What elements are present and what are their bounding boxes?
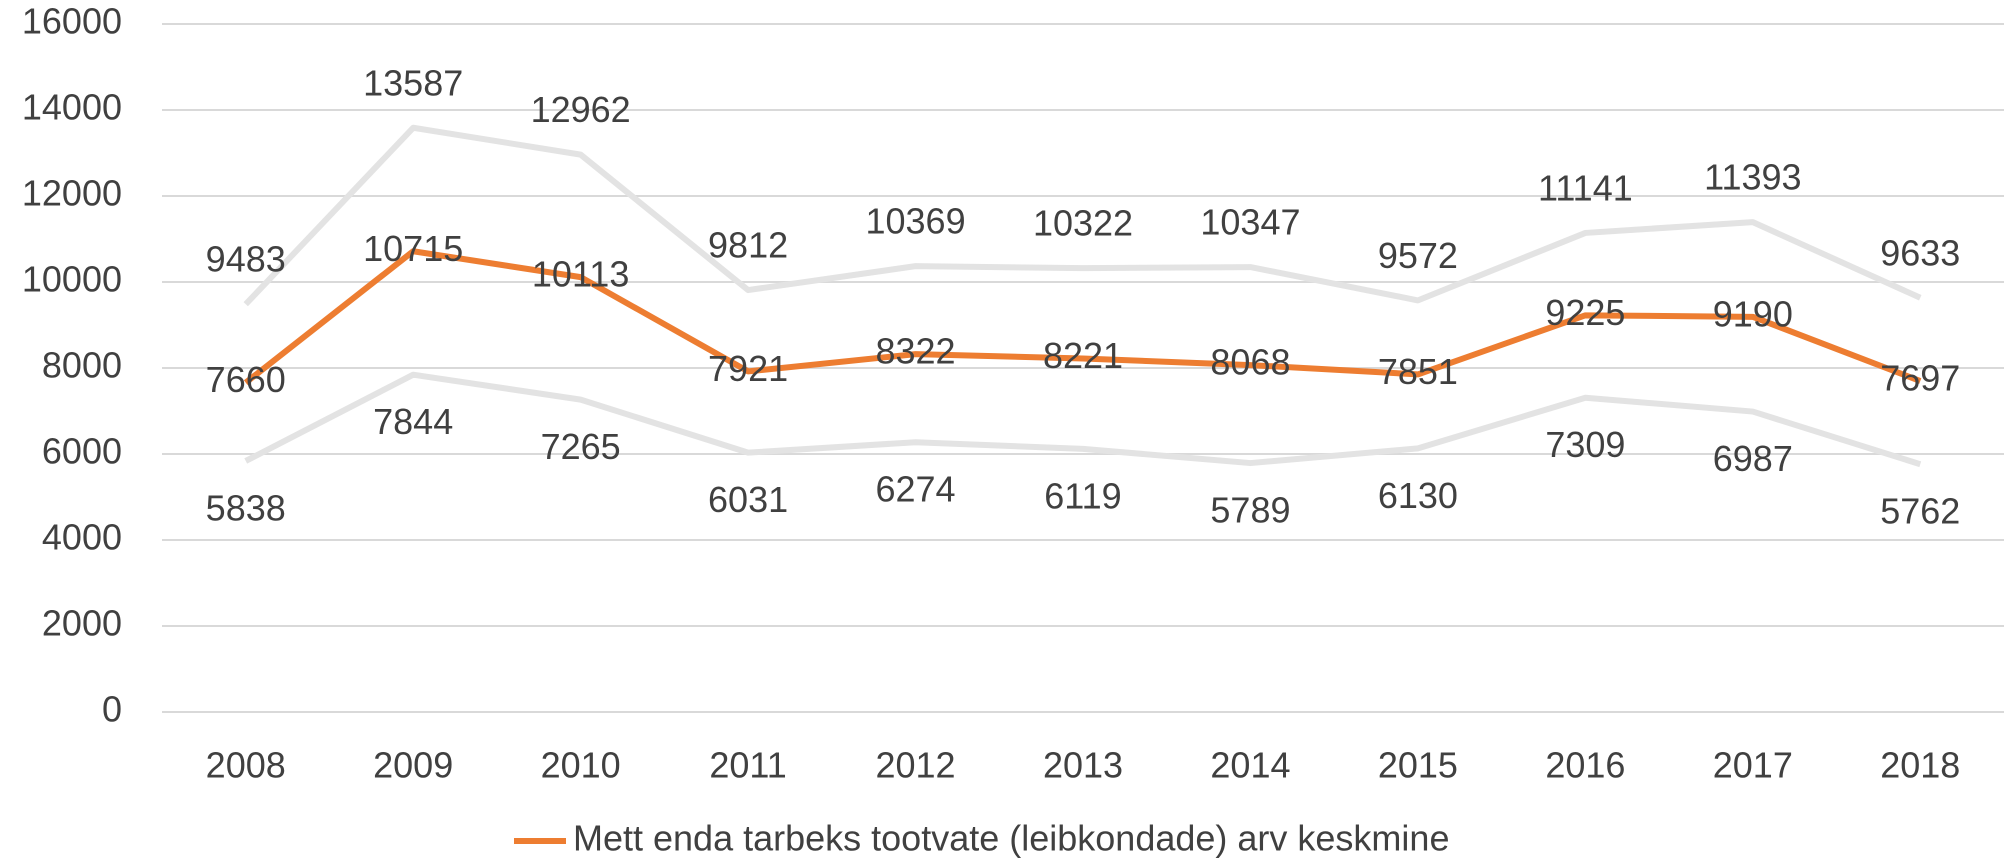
data-label: 7921 xyxy=(708,348,788,389)
data-label: 6274 xyxy=(875,469,955,510)
data-label: 5762 xyxy=(1880,491,1960,532)
data-label: 5789 xyxy=(1210,490,1290,531)
series-line xyxy=(243,248,1922,385)
data-label: 9483 xyxy=(206,239,286,280)
data-label: 6987 xyxy=(1713,438,1793,479)
data-label: 8322 xyxy=(875,331,955,372)
data-label: 9225 xyxy=(1545,292,1625,333)
data-label: 8221 xyxy=(1043,335,1123,376)
data-label: 8068 xyxy=(1210,342,1290,383)
y-tick-label: 14000 xyxy=(22,87,122,128)
data-label: 7265 xyxy=(541,426,621,467)
data-label: 10347 xyxy=(1200,202,1300,243)
x-tick-label: 2018 xyxy=(1880,745,1960,786)
legend-label: Mett enda tarbeks tootvate (leibkondade)… xyxy=(573,818,1449,859)
data-label: 5838 xyxy=(206,487,286,528)
x-tick-label: 2012 xyxy=(875,745,955,786)
data-label: 9190 xyxy=(1713,293,1793,334)
series-line xyxy=(243,124,1922,307)
data-label: 11393 xyxy=(1704,157,1801,198)
x-tick-label: 2016 xyxy=(1545,745,1625,786)
y-tick-label: 12000 xyxy=(22,173,122,214)
data-label: 6130 xyxy=(1378,475,1458,516)
y-tick-label: 6000 xyxy=(42,431,122,472)
x-tick-label: 2015 xyxy=(1378,745,1458,786)
x-tick-label: 2009 xyxy=(373,745,453,786)
y-tick-label: 16000 xyxy=(22,1,122,42)
data-label: 7851 xyxy=(1378,351,1458,392)
data-label: 9812 xyxy=(708,225,788,266)
data-label: 7844 xyxy=(373,401,453,442)
data-label: 12962 xyxy=(531,89,631,130)
x-tick-label: 2013 xyxy=(1043,745,1123,786)
data-label: 7309 xyxy=(1545,424,1625,465)
data-label: 10322 xyxy=(1033,203,1133,244)
data-label: 6031 xyxy=(708,479,788,520)
data-label: 9572 xyxy=(1378,235,1458,276)
data-label: 13587 xyxy=(363,62,463,103)
x-tick-label: 2017 xyxy=(1713,745,1793,786)
x-tick-label: 2008 xyxy=(206,745,286,786)
data-label: 7697 xyxy=(1880,358,1960,399)
series-line xyxy=(244,371,1922,468)
y-tick-label: 0 xyxy=(102,689,122,730)
y-tick-label: 4000 xyxy=(42,517,122,558)
data-label: 11141 xyxy=(1538,167,1633,208)
x-tick-label: 2014 xyxy=(1210,745,1290,786)
data-label: 10113 xyxy=(532,254,629,295)
data-label: 7660 xyxy=(206,359,286,400)
data-label: 10369 xyxy=(865,201,965,242)
y-tick-label: 2000 xyxy=(42,603,122,644)
data-label: 6119 xyxy=(1044,475,1121,516)
x-tick-label: 2010 xyxy=(541,745,621,786)
x-tick-label: 2011 xyxy=(709,745,786,786)
y-tick-label: 8000 xyxy=(42,345,122,386)
data-label: 10715 xyxy=(363,228,463,269)
data-label: 9633 xyxy=(1880,232,1960,273)
y-tick-label: 10000 xyxy=(22,259,122,300)
